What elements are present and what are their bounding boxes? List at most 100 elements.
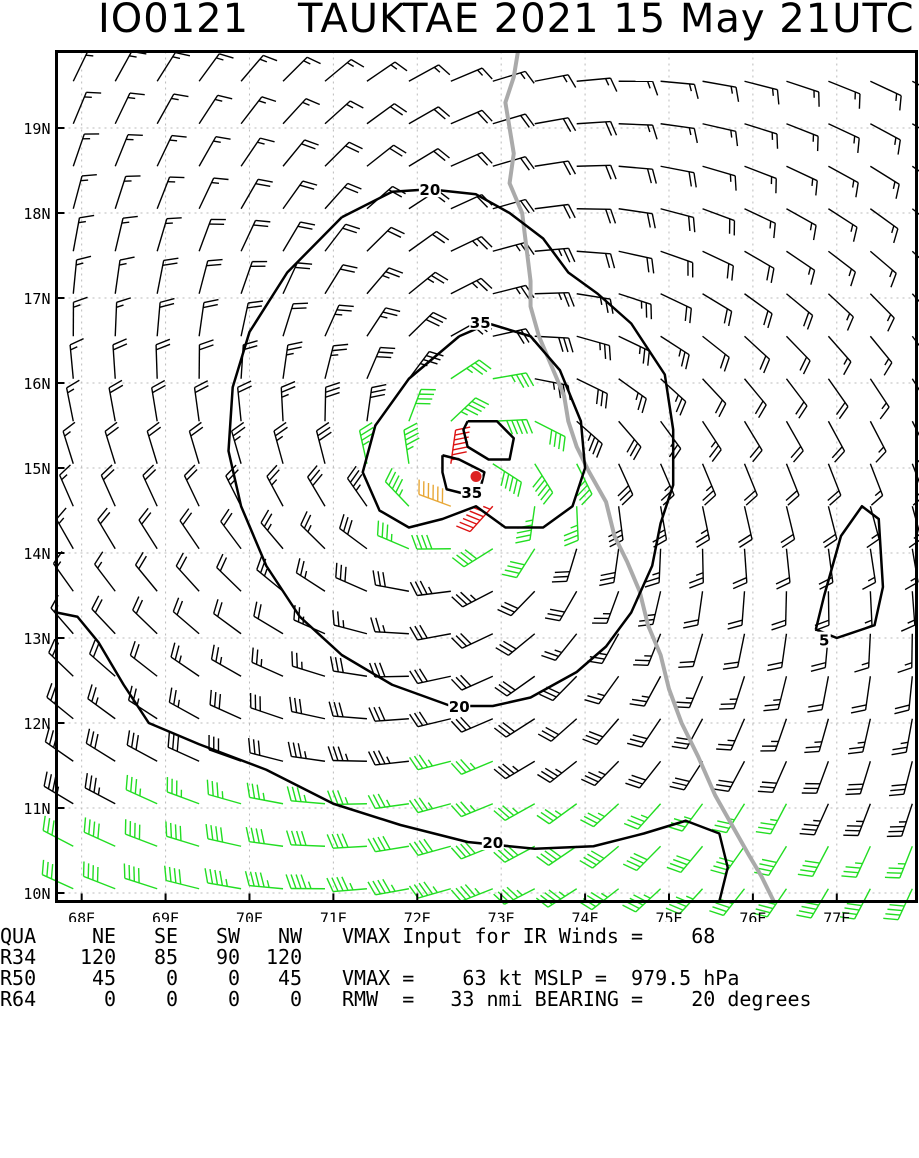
barb-half-feather	[858, 742, 865, 743]
y-tick-label: 16N	[23, 375, 50, 393]
barb-feather	[777, 134, 778, 149]
r34-nw: 120	[266, 947, 302, 968]
barb-feather	[635, 660, 650, 661]
barb-feather	[52, 820, 54, 835]
barb-feather	[883, 918, 898, 919]
barb-feather	[217, 782, 218, 797]
r64-label: R64	[0, 989, 36, 1010]
barb-feather	[51, 864, 52, 879]
barb-feather	[677, 702, 692, 703]
barb-feather	[297, 653, 298, 668]
r50-ne: 45	[92, 968, 116, 989]
r64-ne: 0	[104, 989, 116, 1010]
barb-feather	[387, 525, 388, 540]
r50-se: 0	[166, 968, 178, 989]
barb-feather	[709, 911, 723, 916]
barb-shaft	[333, 760, 367, 761]
y-tick-label: 14N	[23, 545, 50, 563]
barb-feather	[887, 873, 902, 874]
barb-feather	[890, 905, 905, 906]
r64-sw: 0	[228, 989, 240, 1010]
barb-feather	[47, 683, 52, 697]
r50-sw: 0	[228, 968, 240, 989]
barb-feather	[292, 651, 293, 666]
barb-feather	[859, 94, 860, 109]
x-tick-label: 68E	[68, 910, 95, 923]
barb-feather	[376, 357, 391, 358]
barb-feather	[848, 784, 863, 785]
barb-half-feather	[170, 140, 177, 141]
header-row: QUA NE SE SW NW VMAX Input for IR Winds …	[0, 926, 919, 947]
storm-center-marker	[470, 471, 482, 483]
barb-feather	[885, 914, 900, 915]
barb-feather	[167, 218, 182, 219]
r34-sw: 90	[216, 947, 240, 968]
x-tick-label: 70E	[236, 910, 263, 923]
barb-feather	[712, 907, 726, 912]
contour-label: 35	[461, 484, 482, 502]
barb-feather	[212, 781, 213, 796]
r64-se: 0	[166, 989, 178, 1010]
x-tick-label: 71E	[320, 910, 347, 923]
barb-half-feather	[773, 700, 780, 701]
barb-half-feather	[855, 863, 862, 864]
barb-half-feather	[335, 314, 342, 315]
nw-label: NW	[278, 926, 302, 947]
vmax-mslp-text: VMAX = 63 kt MSLP = 979.5 hPa	[342, 968, 739, 989]
barb-feather	[889, 868, 904, 869]
r64-nw: 0	[290, 989, 302, 1010]
barb-feather	[555, 572, 570, 573]
vmax-input-text: VMAX Input for IR Winds = 68	[342, 926, 715, 947]
r34-label: R34	[0, 947, 36, 968]
y-tick-label: 11N	[23, 800, 50, 818]
barb-feather	[171, 823, 172, 838]
contour-label: 20	[449, 698, 470, 716]
barb-feather	[44, 772, 47, 787]
barb-half-feather	[212, 183, 219, 184]
barb-half-feather	[128, 98, 135, 99]
barb-half-feather	[640, 347, 641, 354]
rmw-bearing-text: RMW = 33 nmi BEARING = 20 degrees	[342, 989, 812, 1010]
barb-feather	[847, 904, 862, 906]
y-tick-label: 13N	[23, 630, 50, 648]
r34-ne: 120	[80, 947, 116, 968]
r34-se: 85	[154, 947, 178, 968]
x-tick-label: 72E	[404, 910, 431, 923]
barb-feather	[885, 877, 900, 878]
barb-feather	[382, 523, 383, 538]
x-tick-label: 73E	[488, 910, 515, 923]
barb-feather	[48, 774, 51, 789]
barb-feather	[553, 576, 568, 577]
y-tick-label: 17N	[23, 290, 50, 308]
se-label: SE	[154, 926, 178, 947]
barb-feather	[47, 862, 48, 877]
barb-half-feather	[331, 355, 338, 356]
barb-shaft	[912, 634, 913, 668]
barb-feather	[799, 911, 814, 914]
barb-half-feather	[731, 130, 732, 137]
ne-label: NE	[92, 926, 116, 947]
barb-feather	[887, 909, 902, 910]
y-tick-label: 12N	[23, 715, 50, 733]
y-tick-label: 15N	[23, 460, 50, 478]
x-tick-label: 69E	[152, 910, 179, 923]
contour-label: 20	[419, 181, 440, 199]
barb-feather	[845, 794, 860, 795]
barb-feather	[166, 821, 167, 836]
contour-label: 5	[819, 632, 829, 650]
barb-feather	[378, 521, 379, 536]
barb-half-feather	[140, 789, 141, 796]
r50-row: R50 45 0 0 45 VMAX = 63 kt MSLP = 979.5 …	[0, 968, 919, 989]
barb-feather	[735, 176, 736, 191]
barb-shaft	[577, 209, 611, 210]
barb-feather	[128, 135, 143, 136]
barb-half-feather	[813, 820, 820, 821]
barb-feather	[633, 665, 648, 666]
barb-half-feather	[261, 659, 262, 666]
barb-feather	[378, 352, 393, 353]
barb-feather	[718, 744, 733, 745]
x-tick-label: 74E	[572, 910, 599, 923]
barb-feather	[680, 662, 695, 663]
sw-label: SW	[216, 926, 240, 947]
